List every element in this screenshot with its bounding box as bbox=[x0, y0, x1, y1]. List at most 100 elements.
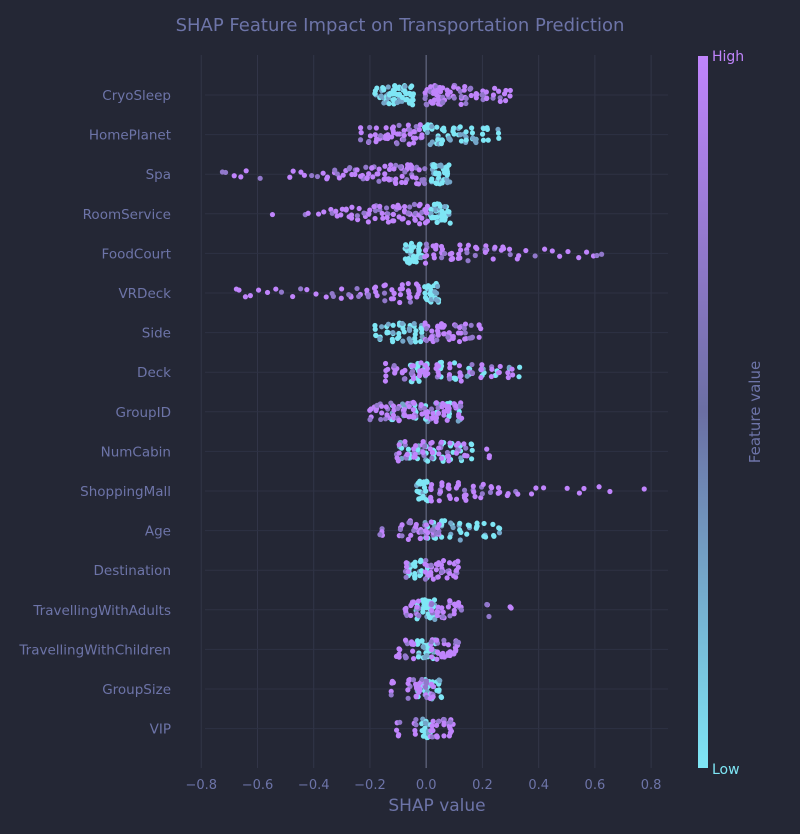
shap-point-high bbox=[395, 202, 401, 208]
shap-point-low bbox=[399, 98, 405, 104]
shap-point-high bbox=[455, 558, 461, 564]
shap-point-low bbox=[415, 363, 421, 369]
shap-point-high bbox=[413, 281, 420, 287]
shap-point-high bbox=[456, 338, 463, 345]
shap-point-low bbox=[412, 575, 418, 581]
shap-point-high bbox=[453, 450, 460, 456]
shap-point-high bbox=[379, 410, 385, 416]
shap-point-high bbox=[401, 411, 407, 418]
x-tick-label: −0.6 bbox=[242, 778, 274, 793]
shap-point-high bbox=[389, 287, 395, 293]
shap-point-low bbox=[399, 320, 405, 327]
shap-point-high bbox=[369, 165, 375, 171]
shap-point-high bbox=[428, 494, 434, 501]
shap-point-low bbox=[439, 213, 445, 219]
shap-point-high bbox=[462, 321, 469, 327]
feature-label: Spa bbox=[146, 167, 171, 183]
x-tick-label: 0.0 bbox=[416, 778, 437, 793]
shap-point-high bbox=[428, 519, 434, 525]
shap-point-high bbox=[402, 179, 409, 186]
shap-point-high bbox=[458, 403, 464, 409]
shap-point-high bbox=[385, 219, 392, 225]
shap-point-high bbox=[490, 92, 497, 98]
shap-point-high bbox=[315, 211, 322, 217]
shap-point-high bbox=[416, 286, 422, 292]
shap-point-high bbox=[388, 162, 394, 168]
shap-point-low bbox=[457, 537, 463, 543]
shap-point-high bbox=[457, 242, 463, 248]
shap-point-high bbox=[372, 215, 378, 222]
shap-point-high bbox=[453, 648, 459, 654]
shap-point-high bbox=[333, 208, 339, 214]
shap-point-high bbox=[383, 133, 389, 139]
shap-point-high bbox=[453, 485, 460, 491]
shap-point-high bbox=[379, 403, 385, 409]
shap-point-high bbox=[422, 206, 428, 213]
shap-point-high bbox=[402, 169, 408, 175]
shap-point-high bbox=[462, 83, 468, 90]
shap-point-high bbox=[424, 218, 431, 224]
shap-point-high bbox=[436, 498, 442, 504]
shap-point-high bbox=[373, 139, 379, 145]
shap-point-high bbox=[440, 614, 446, 620]
shap-point-high bbox=[409, 641, 415, 647]
shap-point-high bbox=[389, 678, 395, 684]
shap-point-high bbox=[361, 210, 367, 216]
shap-point-high bbox=[433, 561, 439, 567]
shap-point-low bbox=[434, 283, 441, 290]
shap-point-high bbox=[410, 399, 416, 405]
shap-point-high bbox=[397, 647, 403, 653]
shap-point-high bbox=[309, 172, 315, 179]
shap-point-high bbox=[381, 176, 387, 182]
shap-point-low bbox=[469, 447, 475, 453]
shap-point-high bbox=[403, 605, 409, 611]
shap-point-low bbox=[495, 130, 502, 136]
shap-point-high bbox=[445, 88, 451, 94]
shap-point-high bbox=[405, 680, 411, 687]
shap-point-high bbox=[444, 417, 450, 423]
feature-label: Deck bbox=[137, 365, 171, 381]
shap-point-high bbox=[486, 455, 492, 461]
shap-point-low bbox=[420, 609, 426, 615]
shap-point-high bbox=[447, 365, 453, 371]
shap-point-low bbox=[411, 321, 417, 327]
shap-point-high bbox=[365, 292, 372, 298]
shap-point-high bbox=[461, 441, 467, 447]
shap-point-low bbox=[465, 522, 471, 528]
shap-point-low bbox=[472, 136, 479, 143]
shap-point-high bbox=[399, 179, 405, 186]
shap-point-high bbox=[439, 246, 446, 252]
shap-point-high bbox=[394, 727, 400, 733]
shap-point-high bbox=[458, 415, 465, 421]
shap-point-high bbox=[549, 248, 555, 254]
shap-point-high bbox=[445, 408, 451, 414]
shap-point-high bbox=[413, 521, 419, 528]
shap-point-high bbox=[407, 204, 413, 210]
shap-point-low bbox=[427, 141, 433, 148]
shap-point-high bbox=[523, 247, 529, 254]
shap-point-high bbox=[411, 414, 417, 420]
shap-point-high bbox=[473, 91, 479, 98]
shap-point-high bbox=[430, 683, 437, 690]
shap-point-high bbox=[441, 412, 447, 418]
shap-point-high bbox=[367, 207, 373, 213]
shap-point-high bbox=[449, 256, 456, 262]
shap-point-high bbox=[422, 362, 429, 368]
shap-point-high bbox=[479, 92, 485, 98]
shap-point-high bbox=[324, 174, 331, 180]
shap-point-high bbox=[367, 417, 373, 423]
shap-point-high bbox=[408, 602, 414, 609]
shap-point-high bbox=[434, 656, 440, 662]
shap-point-high bbox=[405, 536, 411, 542]
shap-point-low bbox=[381, 87, 387, 93]
shap-point-high bbox=[423, 337, 430, 344]
shap-point-low bbox=[480, 137, 487, 143]
shap-point-low bbox=[413, 259, 419, 265]
shap-point-high bbox=[411, 201, 418, 207]
shap-point-high bbox=[422, 576, 429, 582]
shap-point-high bbox=[436, 372, 442, 378]
shap-point-high bbox=[410, 363, 416, 369]
shap-point-high bbox=[478, 367, 484, 373]
shap-point-high bbox=[439, 100, 446, 106]
